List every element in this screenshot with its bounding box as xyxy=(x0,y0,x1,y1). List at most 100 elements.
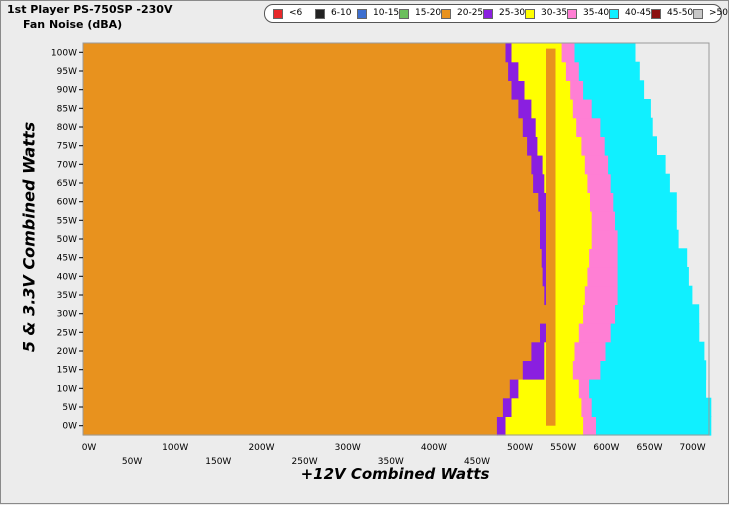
heatmap-cell-25-30-y55 xyxy=(540,211,548,231)
heatmap-cell-40-45-y80 xyxy=(600,117,653,137)
heatmap-cell-40-45-y65 xyxy=(610,173,670,193)
heatmap-cell-40-45-y40 xyxy=(617,267,689,287)
heatmap-cell-20-25-y0 xyxy=(83,416,498,436)
x-tick-label: 600W xyxy=(593,443,619,453)
legend-label: 40-45 xyxy=(625,8,652,18)
heatmap-cell-20-25-y55 xyxy=(83,211,541,231)
heatmap-cell-40-45-y50 xyxy=(617,229,679,249)
y-tick-label: 20W xyxy=(57,347,77,357)
heatmap-cell-20-25-y15 xyxy=(83,360,524,380)
y-tick-label: 70W xyxy=(57,160,77,170)
heatmap-cell-25-30-y90 xyxy=(511,80,525,100)
heatmap-cell-30-35-y30 xyxy=(548,304,584,324)
heatmap-cell-25-30-y20 xyxy=(531,341,545,361)
heatmap-cell-25-30-y70 xyxy=(531,155,544,175)
legend-swatch xyxy=(357,9,367,19)
heatmap-cell-25-30-y10 xyxy=(509,379,519,399)
y-tick-label: 100W xyxy=(51,48,77,58)
heatmap-cell-20-25-y70 xyxy=(83,155,532,175)
heatmap-cell-35-40-y50 xyxy=(591,229,619,249)
legend-label: 10-15 xyxy=(373,8,400,18)
y-tick-label: 80W xyxy=(57,123,77,133)
heatmap-cell-20-25-y20 xyxy=(83,341,532,361)
heatmap-cell-25-30-y25 xyxy=(540,323,547,343)
heatmap-cell-30-35-y40 xyxy=(548,267,588,287)
legend-label: 15-20 xyxy=(415,8,442,18)
heatmap-cell-20-25-y40 xyxy=(83,267,544,287)
heatmap-cell-35-40-y55 xyxy=(591,211,616,231)
heatmap-cell-40-45-y90 xyxy=(583,80,645,100)
y-tick-label: 0W xyxy=(62,422,77,432)
legend-swatch xyxy=(693,9,703,19)
y-tick-label: 75W xyxy=(57,142,77,152)
heatmap-cell-35-40-y75 xyxy=(581,136,606,156)
chart-title: 1st Player PS-750SP -230V xyxy=(7,3,173,16)
heatmap-cell-25-30-y45 xyxy=(541,248,550,268)
heatmap-cell-35-40-y15 xyxy=(572,360,601,380)
heatmap-cell-20-25-y100 xyxy=(83,43,507,63)
y-tick-label: 95W xyxy=(57,67,77,77)
x-tick-label: 650W xyxy=(636,443,662,453)
heatmap-cell-20-25-y85 xyxy=(83,99,519,119)
legend: <6 6-10 10-15 15-20 20-25 25-30 30-35 35-40 40-4… xyxy=(264,4,728,23)
legend-swatch xyxy=(651,9,661,19)
y-tick-label: 55W xyxy=(57,216,77,226)
heatmap-notch xyxy=(546,48,556,426)
heatmap-cell-35-40-y80 xyxy=(576,117,601,137)
heatmap-cell-40-45-y70 xyxy=(608,155,666,175)
x-axis-label: +12V Combined Watts xyxy=(300,465,490,483)
heatmap-cell-35-40-y40 xyxy=(587,267,619,287)
heatmap-cell-40-45-y75 xyxy=(604,136,657,156)
heatmap-cell-35-40-y0 xyxy=(583,416,597,436)
heatmap-cell-30-35-y45 xyxy=(548,248,590,268)
x-tick-label: 700W xyxy=(680,443,706,453)
y-tick-label: 35W xyxy=(57,291,77,301)
heatmap-cell-40-45-y5 xyxy=(591,397,712,417)
x-tick-label: 300W xyxy=(335,443,361,453)
y-tick-label: 90W xyxy=(57,86,77,96)
legend-swatch xyxy=(483,9,493,19)
y-tick-label: 30W xyxy=(57,310,77,320)
x-tick-label: 0W xyxy=(82,443,97,453)
y-tick-label: 50W xyxy=(57,235,77,245)
heatmap-cell-35-40-y30 xyxy=(583,304,616,324)
y-tick-label: 15W xyxy=(57,366,77,376)
heatmap-cell-25-30-y80 xyxy=(522,117,537,137)
heatmap-cell-30-35-y80 xyxy=(535,117,577,137)
y-tick-label: 5W xyxy=(62,403,77,413)
heatmap-cell-20-25-y25 xyxy=(83,323,541,343)
heatmap-cell-20-25-y90 xyxy=(83,80,513,100)
legend-label: 6-10 xyxy=(331,8,352,18)
heatmap-cell-25-30-y5 xyxy=(502,397,513,417)
heatmap-cell-25-30-y85 xyxy=(518,99,532,119)
heatmap-cell-30-35-y95 xyxy=(518,61,567,81)
heatmap-cell-20-25-y5 xyxy=(83,397,504,417)
heatmap-cell-25-30-y40 xyxy=(542,267,550,287)
y-tick-label: 10W xyxy=(57,384,77,394)
x-tick-label: 250W xyxy=(292,457,318,467)
legend-swatch xyxy=(315,9,325,19)
heatmap-cell-30-35-y55 xyxy=(546,211,593,231)
heatmap-cell-30-35-y75 xyxy=(537,136,582,156)
heatmap-cell-20-25-y45 xyxy=(83,248,543,268)
x-tick-label: 100W xyxy=(162,443,188,453)
heatmap-cell-25-30-y0 xyxy=(496,416,507,436)
heatmap-cell-35-40-y5 xyxy=(581,397,593,417)
heatmap-cell-20-25-y75 xyxy=(83,136,528,156)
y-tick-label: 25W xyxy=(57,328,77,338)
heatmap-cell-40-45-y30 xyxy=(615,304,700,324)
heatmap-cell-20-25-y10 xyxy=(83,379,511,399)
legend-swatch xyxy=(609,9,619,19)
heatmap-cell-40-45-y55 xyxy=(615,211,677,231)
heatmap-cell-25-30-y15 xyxy=(522,360,545,380)
heatmap-cell-25-30-y60 xyxy=(538,192,547,212)
y-tick-label: 85W xyxy=(57,104,77,114)
heatmap-cell-40-45-y60 xyxy=(613,192,677,212)
legend-label: 45-50 xyxy=(667,8,694,18)
heatmap-cell-40-45-y35 xyxy=(617,285,693,305)
y-tick-label: 65W xyxy=(57,179,77,189)
heatmap-cell-25-30-y75 xyxy=(527,136,538,156)
heatmap-cell-40-45-y20 xyxy=(605,341,705,361)
legend-swatch xyxy=(399,9,409,19)
